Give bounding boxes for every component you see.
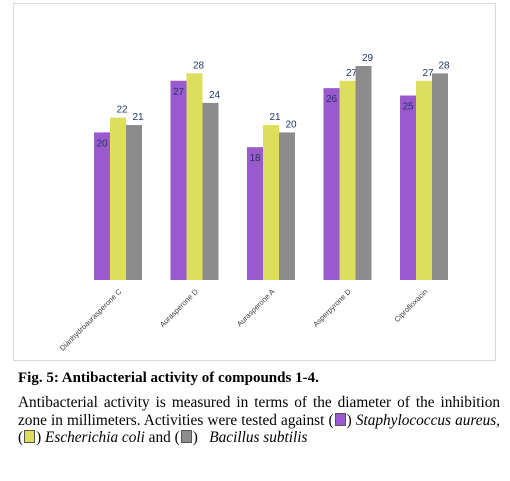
caption-text-3: and ( [144,429,180,446]
bar-0-2 [126,125,142,280]
caption-text-2: ( [18,429,24,446]
legend-swatch-staphylococcus [334,412,346,426]
category-label-2: Aurasperone A [235,287,276,328]
bar-0-0 [94,132,110,280]
value-label-3-0: 26 [326,94,338,105]
bar-2-2 [279,132,295,280]
figure-caption-body: Antibacterial activity is measured in te… [18,394,500,446]
category-label-3: Asperpyrone D [311,287,353,329]
legend-swatch-bacillus [180,430,192,443]
value-label-4-2: 28 [438,60,450,71]
value-label-2-0: 18 [249,153,261,164]
value-label-3-1: 27 [346,68,358,79]
bar-1-1 [186,73,203,281]
value-label-1-2: 24 [209,90,221,101]
bar-1-2 [202,102,219,281]
value-label-4-0: 25 [402,102,414,113]
value-label-0-0: 20 [96,138,108,149]
bar-4-1 [416,80,432,280]
bar-2-0 [247,147,263,280]
bar-3-0 [323,88,340,280]
value-label-1-1: 28 [193,60,205,71]
figure-caption-title: Fig. 5: Antibacterial activity of compou… [18,370,319,386]
value-label-2-2: 20 [285,119,297,130]
bar-1-0 [170,80,187,280]
bar-2-1 [263,125,279,280]
value-label-0-1: 22 [116,105,128,116]
value-label-3-2: 29 [362,53,374,64]
bar-0-1 [110,117,126,280]
bar-chart: 20 22 21 Dianhydroaurasperone C 27 28 24 Aurasp… [58,53,450,353]
bar-4-0 [400,95,416,280]
category-label-4: Ciprofloxacin [392,287,429,324]
legend-swatch-ecoli [24,430,36,443]
bar-3-1 [339,80,356,280]
caption-organism-2: Escherichia coli [45,429,145,446]
category-label-0: Dianhydroaurasperone C [58,287,124,353]
bar-4-2 [432,73,448,281]
caption-organism-1: Staphylococcus aureus, [355,411,500,429]
value-label-2-1: 21 [269,112,281,123]
caption-text-1: Antibacterial activity is measured in te… [18,394,500,429]
value-label-4-1: 27 [422,68,434,79]
value-label-1-0: 27 [173,87,185,98]
caption-organism-3: Bacillus subtilis [209,429,308,446]
value-label-0-2: 21 [132,112,144,123]
bar-3-2 [355,66,372,280]
category-label-1: Aurasperone D [158,287,200,329]
chart-frame: 20 22 21 Dianhydroaurasperone C 27 28 24 Aurasp… [13,3,496,361]
